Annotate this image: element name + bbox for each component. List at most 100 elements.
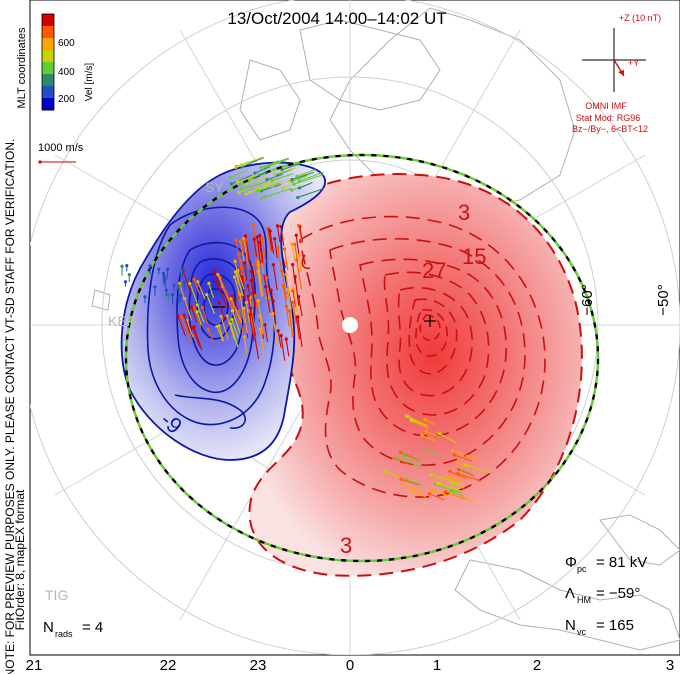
velocity-vector-origin (230, 294, 234, 298)
svg-text:rads: rads (55, 629, 73, 639)
velocity-vector-origin (257, 240, 262, 244)
velocity-vector-origin (143, 295, 147, 299)
velocity-vector (193, 306, 202, 328)
velocity-vector-origin (293, 242, 297, 246)
velocity-vector-origin (251, 263, 255, 267)
cross-polar-potential: Φ pc = 81 kV (565, 554, 647, 574)
velocity-vector-origin (212, 270, 216, 274)
svg-text:vc: vc (577, 627, 587, 637)
velocity-vector (231, 174, 253, 185)
velocity-vector (452, 482, 465, 489)
velocity-vector-origin (259, 166, 263, 170)
radar-count: N rads = 4 (43, 619, 103, 639)
velocity-vector (294, 244, 299, 263)
mlt-tick: 23 (250, 657, 267, 674)
velocity-vector (291, 175, 308, 182)
velocity-vector-origin (246, 284, 250, 288)
velocity-vector-origin (275, 224, 280, 228)
mlt-tick: 3 (666, 657, 674, 674)
velocity-vector (283, 248, 289, 271)
velocity-vector (197, 281, 206, 300)
colorbar-tick: 400 (58, 67, 75, 78)
velocity-vector-origin (297, 223, 301, 228)
velocity-vector (182, 270, 193, 295)
velocity-vector-origin (294, 233, 298, 237)
velocity-vector (237, 174, 259, 183)
velocity-vector-origin (256, 260, 260, 264)
velocity-vector (444, 475, 458, 483)
velocity-vector-origin (448, 469, 452, 473)
velocity-vector (184, 298, 193, 321)
velocity-vector (235, 271, 244, 297)
velocity-vector (241, 277, 247, 305)
velocity-vector (456, 462, 469, 468)
velocity-vector-origin (191, 326, 195, 330)
velocity-vector-origin (406, 414, 410, 419)
velocity-vector-origin (182, 313, 186, 317)
velocity-vector (405, 478, 423, 486)
velocity-vector (277, 330, 282, 348)
velocity-vector (245, 187, 260, 195)
velocity-vector (437, 483, 464, 493)
velocity-vector-origin (233, 259, 237, 263)
velocity-vector (297, 316, 303, 348)
velocity-vector-origin (429, 473, 433, 477)
velocity-vector (186, 320, 194, 338)
velocity-vector (267, 228, 273, 251)
velocity-vector (254, 295, 259, 313)
velocity-vector-origin (249, 278, 253, 283)
velocity-vector-origin (164, 288, 168, 292)
velocity-vector-origin (404, 477, 408, 481)
velocity-vector-origin (409, 418, 413, 422)
reference-vector: 1000 m/s (38, 142, 84, 164)
velocity-vector-origin (256, 269, 260, 274)
velocity-vector-origin (253, 171, 257, 175)
velocity-vector-origin (188, 281, 192, 286)
velocity-vector (226, 315, 235, 340)
velocity-vector-origin (240, 275, 244, 279)
mlt-axis: 21 22 23 0 1 2 3 (26, 657, 675, 674)
velocity-vector (259, 235, 264, 260)
velocity-vector (297, 187, 324, 198)
velocity-vector-origin (258, 327, 262, 331)
velocity-vector (431, 474, 462, 485)
velocity-vector-origin (166, 293, 170, 297)
map-title: 13/Oct/2004 14:00–14:02 UT (227, 9, 446, 28)
velocity-vector-origin (161, 271, 165, 275)
svg-text:Λ: Λ (565, 585, 575, 602)
velocity-vector-origin (410, 489, 414, 493)
velocity-vector (250, 271, 255, 295)
velocity-vector (292, 302, 297, 324)
velocity-vector-origin (178, 281, 182, 285)
velocity-vector (458, 468, 472, 475)
velocity-vector (253, 239, 258, 257)
velocity-vector-origin (234, 165, 238, 169)
velocity-vector-origin (259, 196, 263, 201)
velocity-vector-origin (296, 315, 300, 319)
velocity-vector (206, 294, 215, 315)
velocity-vector-origin (297, 186, 301, 190)
velocity-vector (394, 458, 411, 466)
velocity-vector (296, 259, 303, 290)
velocity-vector-origin (265, 178, 269, 182)
velocity-vector-origin (423, 418, 427, 422)
velocity-vector-origin (402, 453, 406, 457)
velocity-vector-origin (398, 450, 403, 454)
svg-text:N: N (565, 617, 576, 634)
velocity-vector (402, 484, 425, 494)
velocity-vector-origin (120, 264, 124, 268)
velocity-vector-origin (290, 177, 294, 182)
velocity-vector-origin (246, 294, 250, 298)
velocity-vector-origin (280, 168, 284, 172)
velocity-vector (243, 308, 248, 334)
velocity-vector-origin (239, 188, 243, 192)
velocity-vector-origin (123, 280, 128, 284)
velocity-vector (177, 315, 186, 336)
velocity-vector (265, 286, 271, 313)
velocity-vector (452, 450, 479, 460)
station-labels: SY S KER TIG (45, 179, 277, 603)
velocity-vector-origin (424, 429, 428, 434)
velocity-vector-origin (127, 273, 131, 277)
colorbar-segment (42, 14, 54, 27)
velocity-vector (253, 334, 260, 360)
